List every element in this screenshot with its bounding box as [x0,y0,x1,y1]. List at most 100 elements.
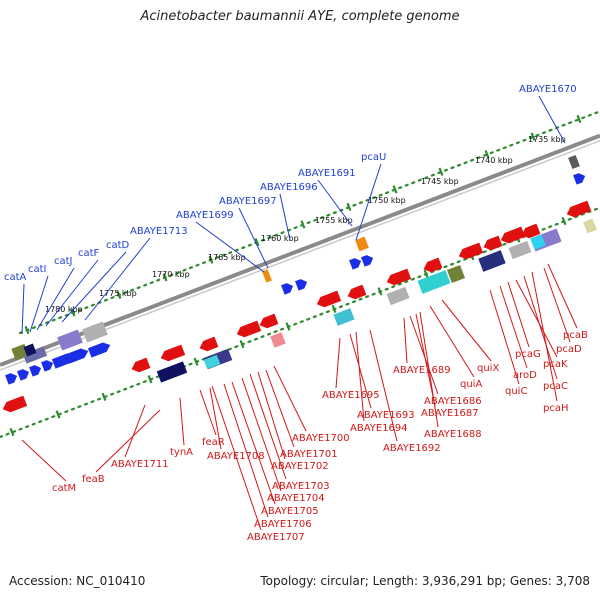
plus-strand-gene-block [82,321,108,343]
leader-line [257,371,286,460]
minus-gene-label: tynA [170,447,193,458]
minus-strand-gene-arrow [131,357,151,373]
plus-gene-label: pcaU [361,152,386,163]
lower-ruler-tick [561,216,567,226]
minus-strand-gene-arrow [316,290,342,308]
plus-gene-label: ABAYE1697 [219,196,277,207]
ruler-label: 1780 kbp [45,305,83,314]
minus-gene-label: feaB [82,474,105,485]
leader-line [441,299,492,362]
leader-line [209,387,222,450]
plus-strand-gene-block [57,329,83,351]
leader-line [499,285,528,369]
minus-strand-gene-block [508,240,532,260]
minus-strand-gene-block [156,361,188,383]
leader-line [238,207,269,269]
upper-ruler-tick [116,290,122,299]
upper-ruler-tick [70,308,76,317]
leader-line [179,397,185,446]
leader-line [355,163,382,241]
leader-line [279,193,291,241]
minus-gene-label: ABAYE1702 [271,461,329,472]
plus-strand-gene-arrow [361,255,374,267]
leader-line [265,369,295,448]
plus-gene-label: ABAYE1696 [260,182,318,193]
minus-gene-label: ABAYE1701 [280,449,338,460]
leader-line [369,329,398,442]
minus-strand-gene-block [386,286,410,306]
plus-gene-label: ABAYE1691 [298,168,356,179]
plus-strand-gene-block [355,236,369,252]
minus-gene-label: ABAYE1703 [272,481,330,492]
leader-line [489,289,520,385]
minus-gene-label: ABAYE1707 [247,532,305,543]
plus-gene-label: ABAYE1713 [130,226,188,237]
lower-ruler-tick [55,410,61,419]
lower-ruler-line [0,206,600,439]
minus-gene-label: ABAYE1692 [383,443,441,454]
plus-strand-gene-block [22,346,48,364]
leader-line [199,389,217,436]
upper-ruler-tick [254,237,260,247]
minus-gene-label: ABAYE1695 [322,390,380,401]
lower-ruler-tick [377,287,383,296]
plus-strand-gene-block [23,343,37,357]
minus-gene-label: ABAYE1694 [350,423,408,434]
minus-strand-gene-block [203,354,221,370]
minus-strand-gene-arrow [458,242,484,260]
upper-ruler-tick [300,220,306,229]
minus-gene-label: pcaB [563,330,588,341]
leader-line [547,263,578,329]
plus-strand-gene-arrow [87,342,111,358]
leader-line [429,305,475,378]
minus-strand-gene-arrow [500,226,526,244]
plus-gene-label: catA [4,272,27,283]
upper-ruler-tick [484,150,490,159]
minus-gene-label: ABAYE1711 [111,459,169,470]
minus-strand-gene-block [478,250,506,272]
lower-ruler-tick [9,427,15,437]
leader-line [223,383,269,518]
leader-line [45,259,99,327]
ruler-label: 1745 kbp [421,177,459,186]
leader-line [538,95,566,144]
plus-strand-gene-block [568,154,580,170]
minus-gene-label: ABAYE1687 [421,408,479,419]
ruler-label: 1740 kbp [475,156,513,165]
minus-strand-gene-arrow [521,223,541,239]
plus-strand-gene-arrow [29,365,42,377]
minus-strand-gene-block [446,264,466,284]
plus-strand-gene-arrow [349,258,362,270]
leader-line [419,311,439,428]
leader-line [211,385,262,531]
map-title: Acinetobacter baumannii AYE, complete ge… [140,9,460,24]
plus-strand-gene-arrow [281,283,294,295]
minus-gene-label: ABAYE1688 [424,429,482,440]
minus-gene-label: feaR [202,437,225,448]
leader-line [84,237,151,321]
minus-strand-gene-arrow [386,268,412,286]
leader-line [507,281,530,348]
minus-gene-label: quiA [460,379,482,390]
minus-strand-gene-arrow [347,284,367,300]
ruler-label: 1760 kbp [261,234,299,243]
upper-ruler-tick [438,167,444,176]
minus-gene-label: pcaC [543,381,568,392]
ruler-label: 1755 kbp [315,216,353,225]
minus-strand-gene-arrow [199,336,219,352]
lower-ruler-tick [147,375,153,384]
minus-strand-gene-arrow [483,235,503,251]
minus-gene-label: ABAYE1704 [267,493,325,504]
leader-line [231,381,276,505]
upper-ruler-tick [208,255,214,264]
upper-ruler-tick [162,273,168,282]
lower-ruler-tick [101,392,107,401]
minus-strand-gene-block [530,234,546,250]
minus-strand-gene-block [333,308,355,326]
plus-gene-label: catD [106,240,130,251]
ruler-label: 1770 kbp [152,270,190,279]
leader-line [21,283,25,335]
plus-strand-gene-arrow [573,173,586,185]
upper-ruler-line [18,110,600,335]
ruler-label: 1735 kbp [528,135,566,144]
